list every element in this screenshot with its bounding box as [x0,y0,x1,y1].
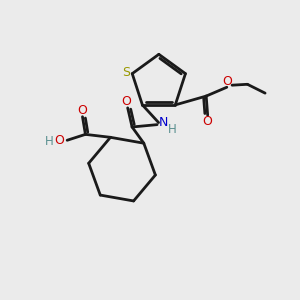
Text: O: O [121,95,131,109]
Text: O: O [203,115,213,128]
Text: O: O [222,75,232,88]
Text: O: O [54,134,64,147]
Text: S: S [122,66,130,79]
Text: N: N [158,116,168,129]
Text: H: H [44,135,53,148]
Text: O: O [77,104,87,117]
Text: H: H [167,123,176,136]
